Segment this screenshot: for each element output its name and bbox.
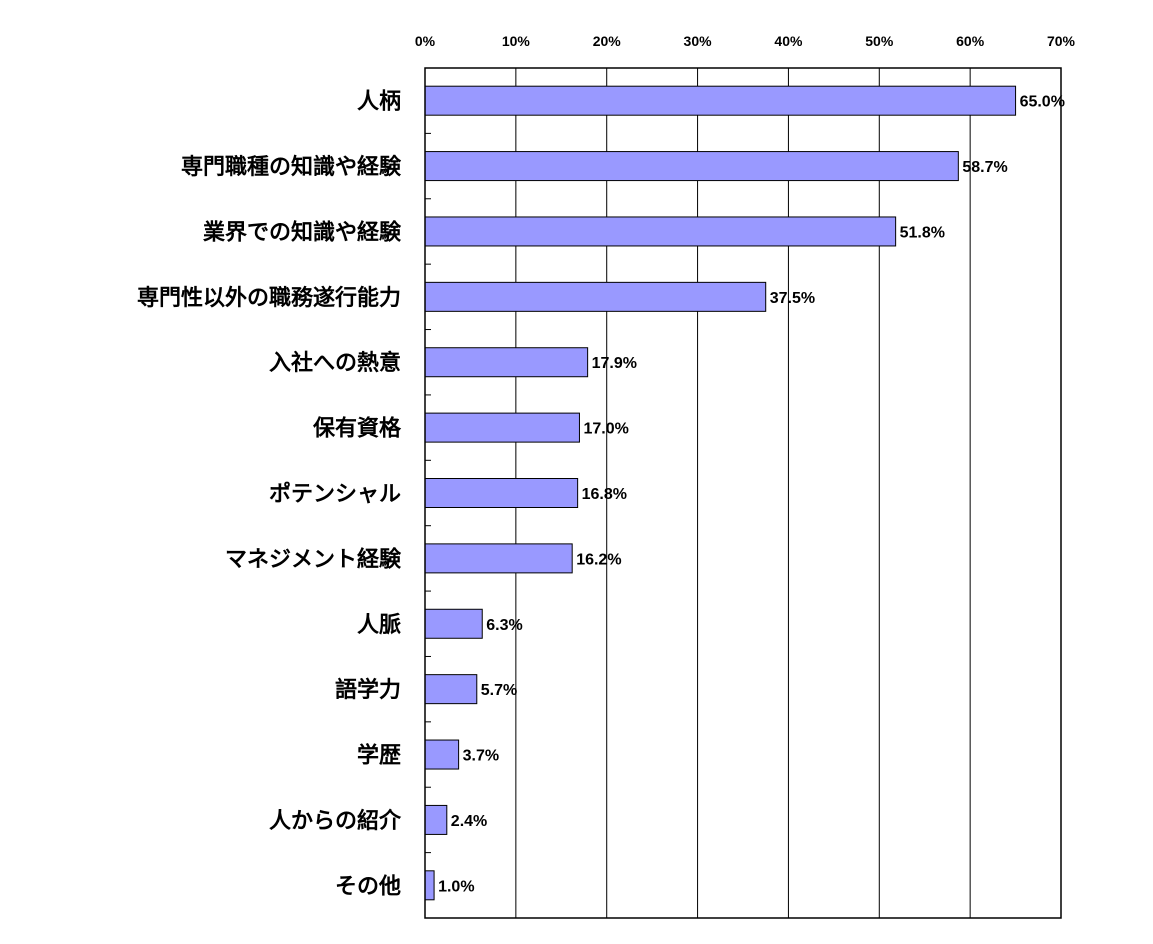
data-label: 2.4% — [451, 813, 487, 830]
x-tick-label: 20% — [593, 33, 622, 49]
category-label: その他 — [335, 874, 401, 899]
data-label: 17.0% — [583, 421, 628, 438]
x-tick-label: 0% — [415, 33, 436, 49]
bar — [424, 543, 573, 574]
category-label: 語学力 — [335, 677, 401, 703]
category-label: 人からの紹介 — [269, 808, 402, 834]
bar — [424, 478, 579, 508]
category-label: 専門性以外の職務遂行能力 — [137, 285, 401, 311]
data-label: 6.3% — [486, 617, 522, 634]
bar — [424, 870, 435, 901]
category-label: 保有資格 — [312, 416, 402, 442]
x-tick-label: 10% — [502, 33, 531, 49]
category-label: ポテンシャル — [269, 481, 401, 507]
bar — [424, 347, 589, 378]
bar — [424, 85, 1017, 116]
x-tick-label: 50% — [865, 33, 894, 49]
bar — [424, 674, 478, 705]
category-label: マネジメント経験 — [225, 546, 402, 572]
x-tick-label: 40% — [774, 33, 803, 49]
category-label: 学歴 — [357, 743, 401, 769]
x-tick-label: 60% — [956, 33, 985, 49]
labels-layer: 0% 10% 20% 30% 40% 50% 60% 70% 人柄 65.0% 専門職種の知識や経験… — [137, 33, 1076, 899]
data-label: 16.2% — [576, 551, 621, 568]
data-label: 51.8% — [900, 224, 945, 241]
plot-area-frame — [424, 67, 1062, 919]
bar — [424, 739, 460, 770]
data-label: 58.7% — [962, 159, 1007, 176]
bar — [424, 151, 959, 182]
category-label: 専門職種の知識や経験 — [181, 154, 402, 180]
x-tick-label: 70% — [1047, 33, 1076, 49]
axes-layer — [424, 67, 1062, 919]
bar — [424, 608, 483, 639]
category-label: 人脈 — [357, 613, 401, 638]
category-label: 業界での知識や経験 — [203, 219, 402, 245]
data-label: 5.7% — [481, 682, 517, 699]
x-tick-label: 30% — [684, 33, 713, 49]
data-label: 16.8% — [582, 486, 627, 503]
category-label: 入社への熱意 — [269, 350, 401, 376]
data-label: 17.9% — [592, 355, 637, 372]
bar — [424, 281, 767, 312]
data-label: 1.0% — [438, 878, 474, 895]
data-label: 37.5% — [770, 290, 815, 307]
bar — [424, 216, 897, 247]
category-label: 人柄 — [357, 90, 401, 115]
data-label: 65.0% — [1020, 94, 1065, 111]
data-label: 3.7% — [463, 748, 499, 765]
grid-layer — [515, 68, 971, 918]
bars-layer — [424, 85, 1017, 901]
bar — [424, 412, 580, 443]
bar — [424, 804, 448, 835]
